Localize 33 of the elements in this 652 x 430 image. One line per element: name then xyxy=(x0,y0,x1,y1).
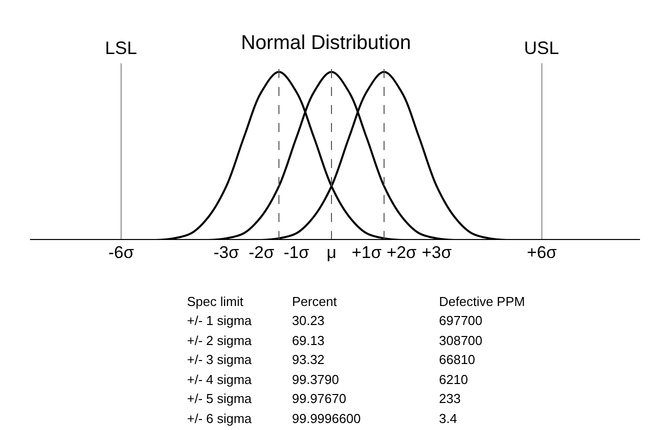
text: 69.13 xyxy=(292,333,325,348)
text: +/- 4 sigma xyxy=(187,372,252,387)
text: Percent xyxy=(292,294,338,309)
text: Spec limit xyxy=(187,294,244,309)
chart-title: Normal Distribution xyxy=(240,32,412,54)
x-tick-label: +2σ xyxy=(386,243,418,262)
text: +/- 6 sigma xyxy=(187,411,252,426)
ref-line-label: LSL xyxy=(105,38,138,58)
text: Defective PPM xyxy=(439,294,525,309)
text: 93.32 xyxy=(292,352,325,367)
x-tick-label: +1σ xyxy=(352,243,382,262)
text: +/- 2 sigma xyxy=(187,333,252,348)
x-tick-label: -2σ xyxy=(248,243,275,262)
text: +/- 5 sigma xyxy=(187,391,252,406)
text: +/- 1 sigma xyxy=(187,313,252,328)
text: 308700 xyxy=(439,333,482,348)
text: 99.97670 xyxy=(292,391,346,406)
x-tick-label: μ xyxy=(326,243,336,262)
text: 697700 xyxy=(439,313,482,328)
text: +/- 3 sigma xyxy=(187,352,252,367)
x-tick-label: -3σ xyxy=(214,243,240,262)
text: 66810 xyxy=(439,352,476,367)
x-tick-label: +3σ xyxy=(422,243,452,262)
x-tick-label: -1σ xyxy=(284,243,310,262)
text: 233 xyxy=(439,391,461,406)
text: 30.23 xyxy=(292,313,325,328)
text: 99.9996600 xyxy=(292,411,361,426)
text: 6210 xyxy=(439,372,468,387)
x-tick-label: -6σ xyxy=(108,243,134,262)
text: 99.3790 xyxy=(292,372,339,387)
text: 3.4 xyxy=(439,411,458,426)
x-tick-label: +6σ xyxy=(526,243,558,262)
ref-line-label: USL xyxy=(524,38,560,58)
